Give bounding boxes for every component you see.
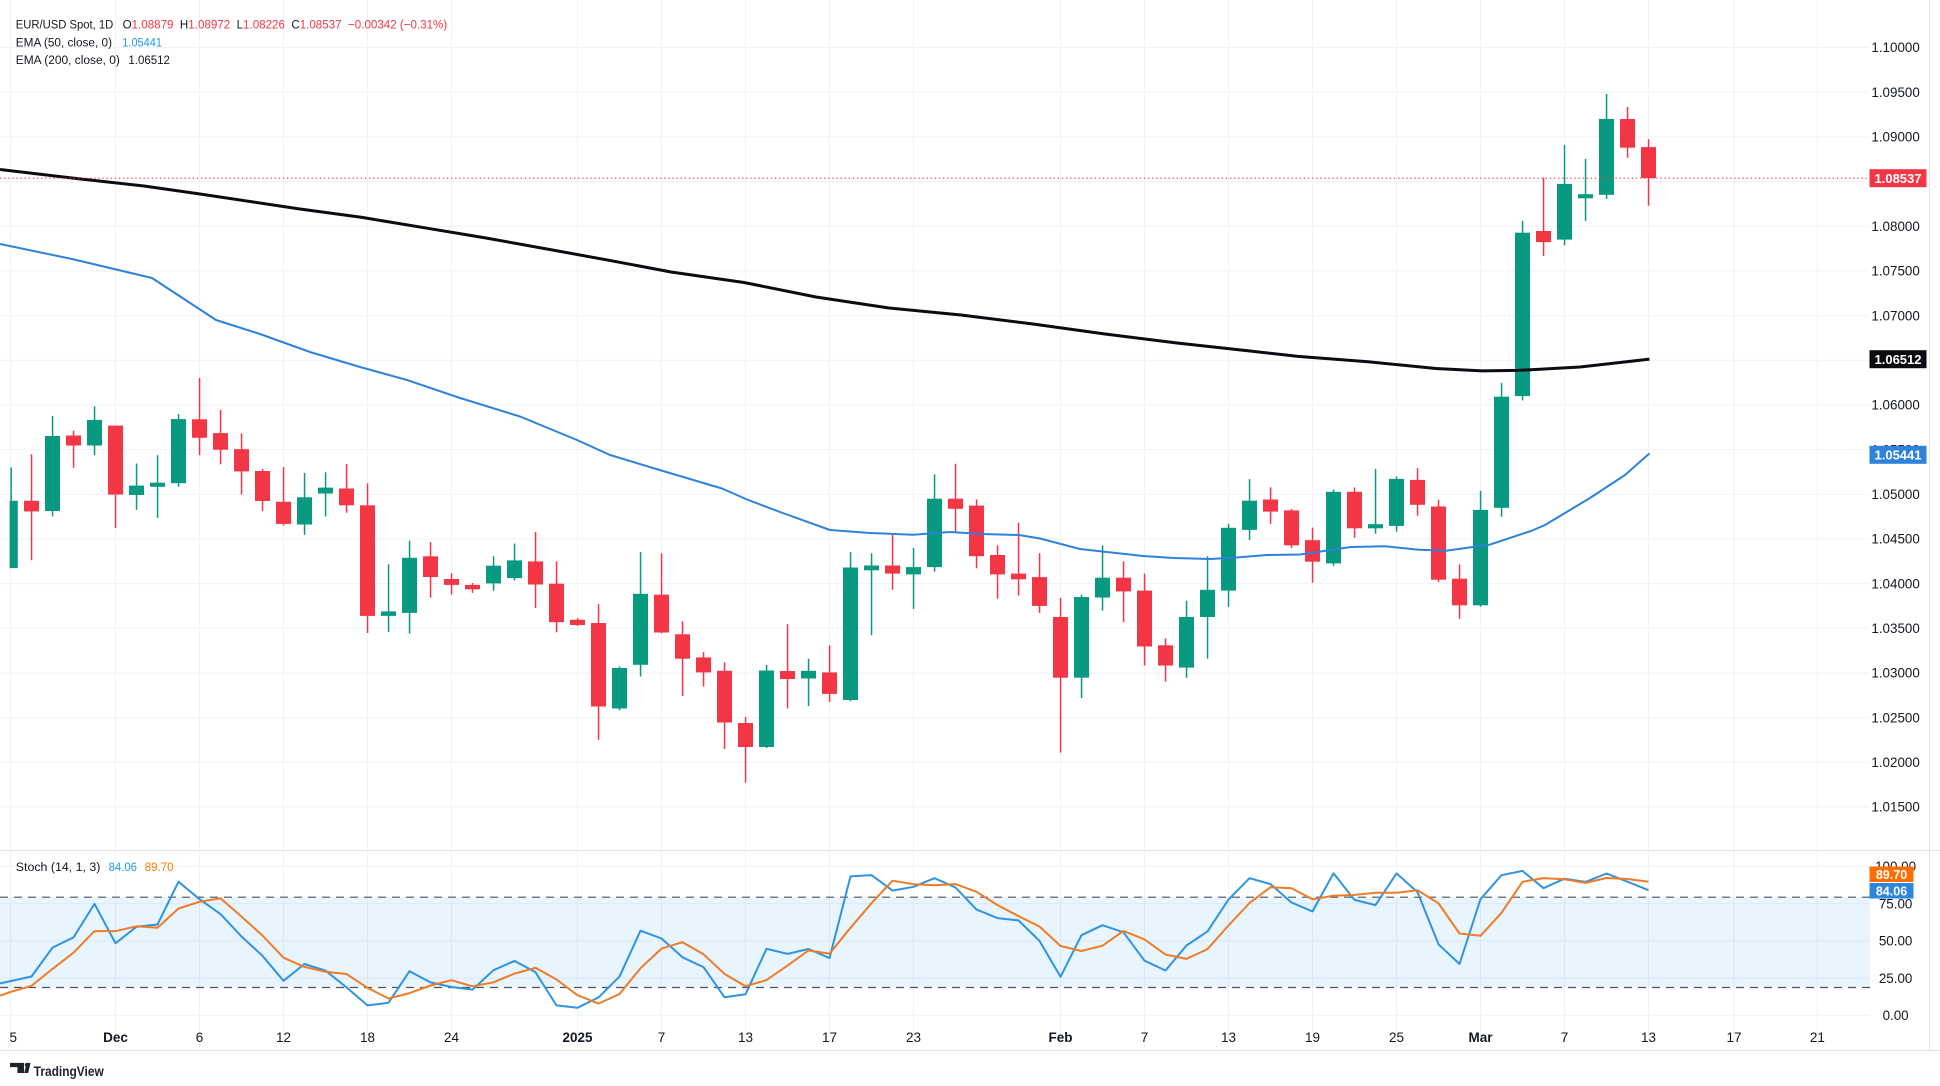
svg-text:89.70: 89.70 [145,860,174,874]
svg-text:5: 5 [10,1030,18,1045]
svg-text:13: 13 [738,1030,753,1045]
svg-text:25: 25 [1389,1030,1404,1045]
svg-text:EUR/USD Spot, 1D: EUR/USD Spot, 1D [16,18,114,32]
svg-text:1.02500: 1.02500 [1871,710,1919,725]
svg-text:19: 19 [1305,1030,1320,1045]
svg-text:1.01500: 1.01500 [1871,800,1919,815]
svg-text:1.08537: 1.08537 [1875,171,1922,186]
svg-text:1.05000: 1.05000 [1871,487,1919,502]
svg-text:EMA (50, close, 0): EMA (50, close, 0) [16,35,112,49]
svg-text:1.05441: 1.05441 [122,35,162,49]
svg-text:1.09000: 1.09000 [1871,130,1919,145]
svg-text:1.04000: 1.04000 [1871,576,1919,591]
svg-text:25.00: 25.00 [1879,971,1913,986]
svg-text:7: 7 [1141,1030,1149,1045]
svg-text:1.03000: 1.03000 [1871,666,1919,681]
svg-text:Feb: Feb [1048,1030,1072,1045]
svg-text:1.08000: 1.08000 [1871,219,1919,234]
svg-text:17: 17 [822,1030,837,1045]
svg-text:23: 23 [906,1030,921,1045]
svg-text:84.06: 84.06 [109,860,138,874]
svg-text:1.05441: 1.05441 [1875,448,1922,463]
svg-text:84.06: 84.06 [1876,884,1907,898]
svg-text:O1.08879 H1.08972 L1.08226: O1.08879 H1.08972 L1.08226 C1.08537 −0.0… [123,18,448,32]
svg-text:17: 17 [1726,1030,1741,1045]
svg-text:1.03500: 1.03500 [1871,621,1919,636]
svg-text:24: 24 [444,1030,460,1045]
svg-text:6: 6 [196,1030,204,1045]
svg-text:TradingView: TradingView [34,1064,105,1080]
svg-text:0.00: 0.00 [1883,1008,1909,1023]
svg-text:7: 7 [1561,1030,1569,1045]
svg-text:13: 13 [1221,1030,1236,1045]
svg-text:2025: 2025 [562,1030,593,1045]
svg-text:1.07500: 1.07500 [1871,264,1919,279]
svg-text:21: 21 [1810,1030,1825,1045]
svg-text:Dec: Dec [103,1030,128,1045]
svg-text:Mar: Mar [1468,1030,1493,1045]
svg-text:18: 18 [360,1030,375,1045]
svg-text:1.10000: 1.10000 [1871,40,1919,55]
svg-text:1.06000: 1.06000 [1871,398,1919,413]
svg-text:13: 13 [1641,1030,1656,1045]
svg-text:1.09500: 1.09500 [1871,85,1919,100]
svg-text:1.06512: 1.06512 [1875,352,1922,367]
svg-text:1.02000: 1.02000 [1871,755,1919,770]
svg-text:7: 7 [658,1030,666,1045]
svg-text:89.70: 89.70 [1876,868,1907,882]
svg-text:1.06512: 1.06512 [128,53,170,67]
svg-text:1.07000: 1.07000 [1871,308,1919,323]
svg-text:1.04500: 1.04500 [1871,532,1919,547]
svg-text:Stoch (14, 1, 3): Stoch (14, 1, 3) [16,860,101,874]
svg-text:75.00: 75.00 [1879,896,1913,911]
svg-text:EMA (200, close, 0): EMA (200, close, 0) [16,53,120,67]
svg-text:12: 12 [276,1030,291,1045]
svg-text:50.00: 50.00 [1879,934,1913,949]
